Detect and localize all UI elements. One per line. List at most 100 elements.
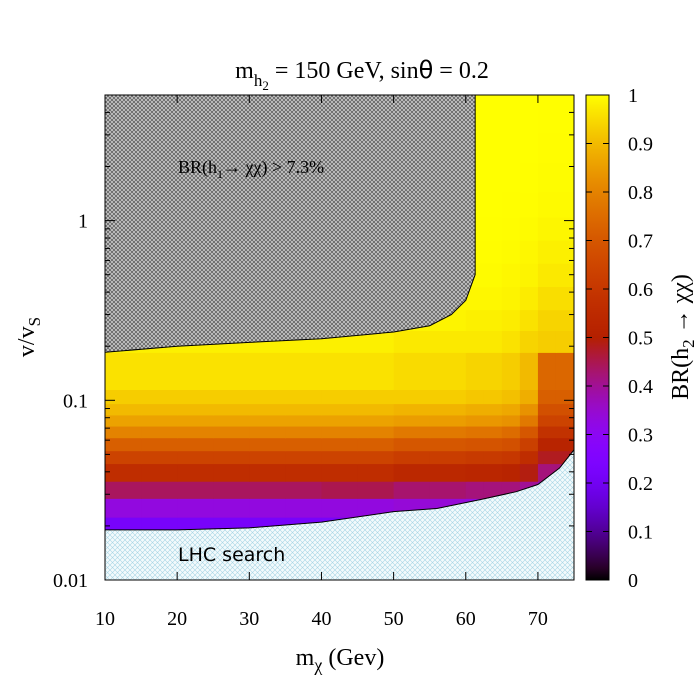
heatmap-cell	[519, 309, 539, 331]
x-tick-label: 60	[456, 608, 476, 630]
heatmap-cell	[483, 330, 503, 353]
cblabel-sub: 2	[679, 339, 698, 348]
heatmap-cell	[285, 450, 323, 465]
heatmap-cell	[213, 463, 250, 482]
title-end: = 0.2	[433, 58, 489, 84]
colorbar-tick-label: 0.3	[628, 425, 653, 447]
heatmap-cell	[501, 309, 521, 331]
heatmap-cell	[357, 481, 395, 499]
heatmap-cell	[555, 216, 574, 241]
heatmap-cell	[429, 330, 467, 353]
heatmap-cell	[555, 425, 574, 439]
heatmap-cell	[357, 437, 395, 452]
heatmap-cell	[321, 403, 359, 416]
heatmap-cell	[249, 463, 286, 482]
heatmap-cell	[141, 450, 178, 465]
excluded-region	[105, 95, 476, 353]
heatmap-cell	[537, 309, 557, 331]
heatmap-cell	[555, 132, 574, 164]
heatmap-cell	[429, 450, 467, 465]
heatmap-cell	[249, 403, 286, 416]
heatmap-cell	[249, 425, 286, 439]
excluded-label-b: → χχ) > 7.3%	[223, 157, 324, 178]
heatmap-cell	[537, 239, 557, 264]
y-tick-label: 0.01	[53, 570, 88, 592]
heatmap-cell	[393, 330, 431, 353]
heatmap-cell	[105, 437, 142, 452]
heatmap-cell	[537, 437, 557, 452]
cblabel-main: BR(h	[668, 348, 694, 400]
heatmap-cell	[177, 450, 214, 465]
heatmap-cell	[519, 330, 539, 353]
heatmap-cell	[213, 450, 250, 465]
heatmap-cell	[321, 437, 359, 452]
heatmap-cell	[177, 517, 214, 533]
heatmap-cell	[357, 389, 395, 405]
heatmap-cell	[249, 498, 286, 518]
heatmap-cell	[555, 389, 574, 405]
title-theta: θ	[419, 56, 434, 84]
colorbar-tick-label: 0.4	[628, 376, 653, 398]
heatmap-cell	[501, 286, 521, 311]
heatmap-cell	[537, 403, 557, 416]
title-subsub: 2	[262, 78, 269, 93]
heatmap-cell	[249, 389, 286, 405]
heatmap-cell	[213, 437, 250, 452]
heatmap-cell	[501, 463, 521, 482]
heatmap-cell	[537, 162, 557, 193]
heatmap-cell	[465, 414, 485, 427]
x-tick-label: 70	[528, 608, 548, 630]
heatmap-cell	[537, 389, 557, 405]
heatmap-cell	[519, 191, 539, 218]
heatmap-cell	[429, 414, 467, 427]
xlabel-m: m	[296, 645, 315, 671]
excluded-label-sub: 1	[217, 167, 223, 181]
chart-title: mh2 = 150 GeV, sinθ = 0.2	[235, 56, 489, 93]
heatmap-cell	[483, 463, 503, 482]
heatmap-cell	[285, 498, 323, 518]
heatmap-cell	[357, 463, 395, 482]
heatmap-cell	[177, 352, 214, 390]
heatmap-cell	[393, 403, 431, 416]
heatmap-cell	[393, 389, 431, 405]
colorbar-tick-label: 0.8	[628, 182, 653, 204]
heatmap-cell	[501, 403, 521, 416]
heatmap-cell	[519, 132, 539, 164]
x-axis-label: mχ (Gev)	[296, 645, 385, 675]
heatmap-cell	[177, 481, 214, 499]
heatmap-cell	[465, 403, 485, 416]
colorbar-label: BR(h2 → χχ)	[668, 274, 698, 400]
title-m: m	[235, 58, 254, 84]
heatmap-cell	[177, 414, 214, 427]
x-axis: 10 20 30 40 50 60 70	[95, 95, 548, 630]
heatmap-cell	[501, 437, 521, 452]
heatmap-cell	[105, 517, 142, 533]
heatmap-cell	[555, 414, 574, 427]
heatmap-cell	[501, 414, 521, 427]
heatmap-cell	[483, 162, 503, 193]
heatmap-cell	[141, 425, 178, 439]
heatmap-cell	[537, 286, 557, 311]
heatmap-cell	[501, 263, 521, 288]
heatmap-cell	[249, 450, 286, 465]
title-rest: = 150 GeV, sin	[269, 58, 419, 84]
heatmap-cell	[519, 162, 539, 193]
heatmap-cell	[537, 330, 557, 353]
heatmap-cell	[177, 389, 214, 405]
heatmap-cell	[357, 403, 395, 416]
heatmap-cell	[213, 414, 250, 427]
heatmap-cell	[483, 216, 503, 241]
heatmap-cell	[465, 425, 485, 439]
colorbar-tick-label: 1	[628, 85, 638, 107]
heatmap-cell	[483, 286, 503, 311]
plot-area	[105, 95, 574, 580]
x-tick-label: 20	[167, 608, 187, 630]
heatmap-cell	[213, 498, 250, 518]
heatmap-cell	[285, 425, 323, 439]
heatmap-cell	[249, 437, 286, 452]
heatmap-cell	[105, 450, 142, 465]
heatmap-cell	[519, 389, 539, 405]
heatmap-cell	[501, 450, 521, 465]
heatmap-cell	[249, 414, 286, 427]
heatmap-cell	[321, 498, 359, 518]
